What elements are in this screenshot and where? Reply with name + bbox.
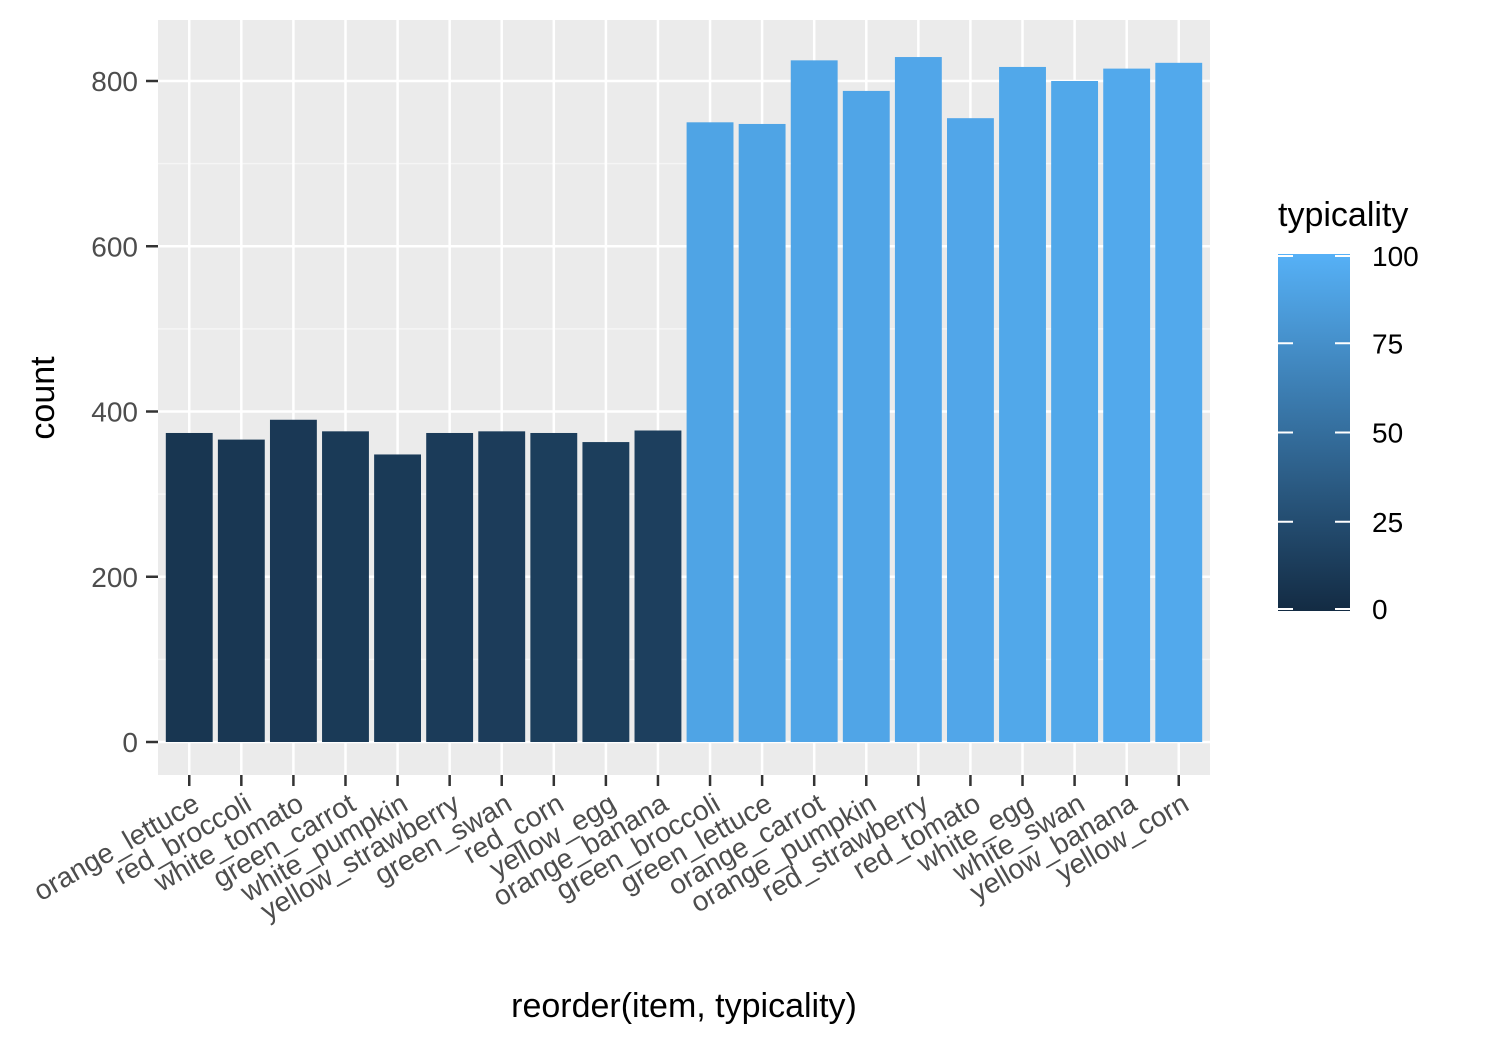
legend: typicality 0 25 50 75 100 [1278,196,1419,625]
x-axis-title: reorder(item, typicality) [511,987,857,1025]
bar-yellow_egg [582,442,630,742]
bar-green_swan [478,431,526,742]
y-axis: 0 200 400 600 800 [91,66,158,758]
bar-red_tomato [947,118,994,742]
bar-white_tomato [269,419,317,742]
bar-red_broccoli [217,439,265,742]
bar-orange_lettuce [165,432,213,742]
bar-white_pumpkin [374,454,421,742]
bar-green_broccoli [686,122,734,742]
bar-yellow_corn [1155,62,1203,742]
bar-white_swan [1051,81,1099,742]
y-tick-label: 600 [91,231,138,262]
bar-orange_pumpkin [842,90,890,743]
bar-green_carrot [322,431,369,742]
x-axis: orange_lettucered_broccoliwhite_tomatogr… [28,775,1194,926]
bar-red_strawberry [894,57,942,742]
legend-tick-label: 0 [1372,594,1388,625]
legend-ticks: 0 25 50 75 100 [1278,241,1419,625]
bar-orange_banana [634,430,682,742]
y-tick-label: 400 [91,397,138,428]
legend-tick-label: 100 [1372,241,1419,272]
y-tick-label: 200 [91,562,138,593]
bar-white_egg [999,66,1046,743]
bar-green_lettuce [738,123,786,743]
bar-red_corn [530,432,578,742]
legend-tick-label: 75 [1372,328,1403,359]
y-axis-title: count [24,356,62,440]
bars [165,57,1203,743]
y-tick-label: 800 [91,66,138,97]
bar-orange_carrot [790,60,838,742]
legend-tick-label: 50 [1372,418,1403,449]
bar-yellow_banana [1103,68,1151,742]
legend-title: typicality [1278,196,1408,234]
legend-tick-label: 25 [1372,507,1403,538]
bar-yellow_strawberry [426,432,474,742]
y-tick-label: 0 [122,727,138,758]
